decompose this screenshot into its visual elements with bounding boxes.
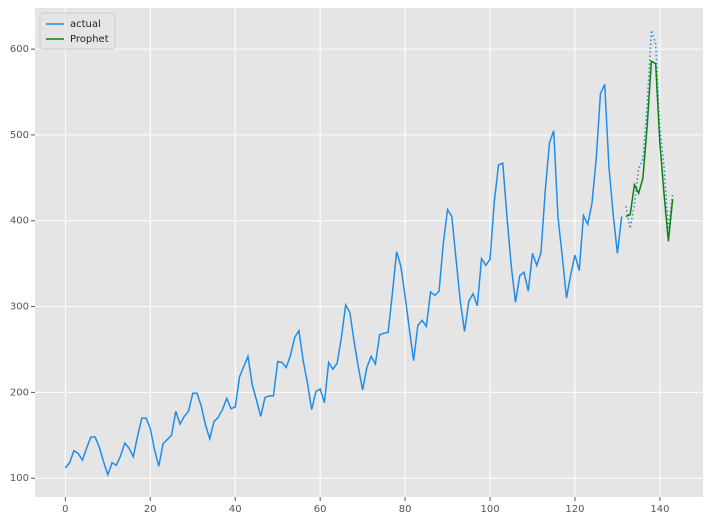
y-tick-label: 600 xyxy=(10,44,29,55)
y-tick-label: 500 xyxy=(10,130,29,141)
line-series xyxy=(625,59,674,242)
x-tick-label: 80 xyxy=(399,504,412,515)
line-series xyxy=(64,83,623,478)
legend-label: Prophet xyxy=(70,34,109,45)
legend-box xyxy=(39,12,116,50)
x-tick-label: 40 xyxy=(229,504,242,515)
x-tick-label: 0 xyxy=(62,504,68,515)
plot-area xyxy=(35,8,703,497)
line-series xyxy=(625,30,674,230)
legend-label: actual xyxy=(70,19,101,30)
x-tick-label: 140 xyxy=(650,504,669,515)
y-tick-label: 100 xyxy=(10,473,29,484)
x-tick-label: 60 xyxy=(314,504,327,515)
y-tick-label: 400 xyxy=(10,216,29,227)
x-tick-label: 120 xyxy=(565,504,584,515)
y-tick-label: 300 xyxy=(10,302,29,313)
y-tick-label: 200 xyxy=(10,387,29,398)
x-tick-label: 100 xyxy=(480,504,499,515)
x-tick-label: 20 xyxy=(144,504,157,515)
